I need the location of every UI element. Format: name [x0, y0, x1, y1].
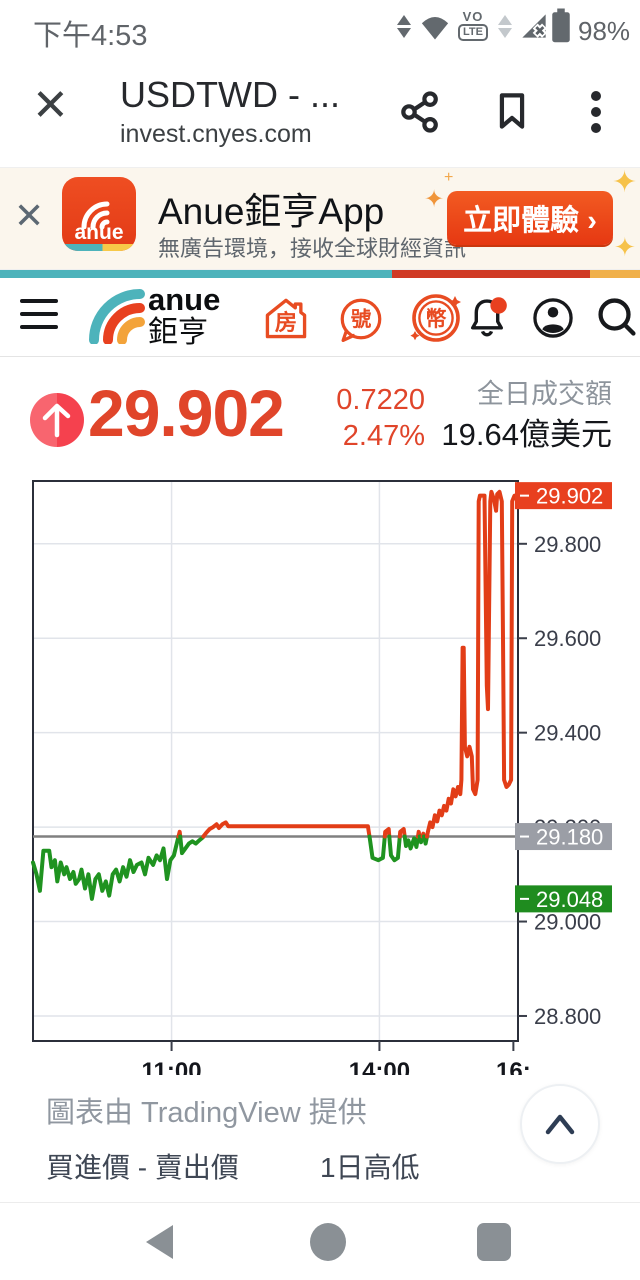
page-url: invest.cnyes.com — [120, 120, 312, 148]
wifi-icon — [421, 17, 449, 40]
close-tab-button[interactable]: ✕ — [32, 81, 69, 130]
site-nav-bar: anue 鉅亨 房 號 幣 — [0, 278, 640, 357]
updown-arrows-dim-icon — [498, 15, 512, 38]
tradingview-attribution: 圖表由 TradingView 提供 — [46, 1097, 367, 1129]
battery-percent: 98% — [578, 16, 631, 46]
scroll-to-top-button[interactable] — [520, 1084, 600, 1164]
share-icon[interactable] — [398, 90, 442, 134]
app-icon-stripe — [62, 244, 136, 251]
chevron-up-icon — [545, 1114, 575, 1135]
sparkle-icon: + — [444, 169, 454, 186]
svg-text:16:: 16: — [496, 1058, 531, 1075]
banner-title: Anue鉅亨App — [158, 191, 385, 232]
app-promo-banner: ✕ anue Anue鉅亨App 無廣告環境，接收全球財經資訊 ✦ + ✦ ✦ … — [0, 167, 640, 270]
logo-text-juheng[interactable]: 鉅亨 — [148, 316, 208, 349]
number-channel-icon[interactable]: 號 — [336, 294, 386, 344]
logo-text-anue[interactable]: anue — [148, 282, 221, 317]
house-channel-label: 房 — [275, 309, 297, 335]
android-nav-bar — [0, 1202, 640, 1280]
overflow-menu-icon[interactable] — [586, 88, 606, 136]
turnover-label: 全日成交額 — [477, 379, 612, 409]
coin-channel-label: 幣 — [426, 307, 447, 331]
updown-arrows-icon — [397, 15, 411, 38]
menu-icon[interactable] — [20, 299, 58, 329]
svg-text:29.400: 29.400 — [534, 721, 601, 746]
recents-button[interactable] — [477, 1223, 511, 1261]
price-change-percent: 2.47% — [342, 420, 425, 452]
sparkle-icon: ✦ — [424, 186, 445, 213]
signal-no-data-icon — [522, 14, 547, 38]
banner-close-button[interactable]: ✕ — [14, 195, 45, 236]
house-channel-icon[interactable]: 房 — [260, 292, 312, 344]
bookmark-icon[interactable] — [490, 88, 534, 134]
sparkle-icon: ✦ — [612, 166, 638, 199]
last-price: 29.902 — [88, 376, 285, 450]
svg-text:29.902: 29.902 — [536, 484, 603, 509]
search-icon[interactable] — [594, 294, 640, 340]
svg-text:14:00: 14:00 — [349, 1058, 410, 1075]
banner-subtitle: 無廣告環境，接收全球財經資訊 — [158, 236, 467, 261]
battery-icon — [552, 8, 570, 43]
day-range-label: 1日高低 — [320, 1152, 420, 1183]
svg-text:11:00: 11:00 — [142, 1058, 202, 1075]
brand-stripe — [0, 270, 640, 278]
bid-ask-label: 買進價 - 賣出價 — [46, 1152, 239, 1183]
sparkle-icon: ✦ — [614, 232, 636, 262]
status-time: 下午4:53 — [33, 20, 148, 52]
number-channel-label: 號 — [351, 307, 372, 331]
notifications-bell-icon[interactable] — [462, 293, 512, 343]
svg-text:29.000: 29.000 — [534, 910, 601, 935]
volte-bottom-label: LTE — [458, 24, 488, 41]
coin-channel-icon[interactable]: 幣 — [408, 290, 464, 346]
account-icon[interactable] — [530, 295, 576, 341]
svg-text:29.600: 29.600 — [534, 626, 601, 651]
try-now-button[interactable]: 立即體驗 › — [447, 191, 613, 245]
svg-text:28.800: 28.800 — [534, 1004, 601, 1029]
price-change: 0.7220 — [336, 384, 425, 416]
home-button[interactable] — [310, 1223, 346, 1261]
anue-app-icon: anue — [62, 177, 136, 251]
price-up-arrow-icon — [30, 393, 84, 447]
page-title: USDTWD - ... — [120, 74, 340, 115]
volte-top-label: VO — [462, 9, 484, 24]
back-button[interactable] — [146, 1225, 173, 1259]
intraday-price-chart[interactable]: 29.80029.60029.40029.20029.00028.80011:0… — [0, 475, 640, 1075]
anue-logo-icon[interactable] — [84, 282, 146, 344]
svg-text:29.048: 29.048 — [536, 887, 603, 912]
volte-icon: VO LTE — [458, 10, 488, 41]
app-icon-label: anue — [74, 221, 124, 244]
svg-text:29.800: 29.800 — [534, 532, 601, 557]
turnover-value: 19.64億美元 — [441, 417, 612, 452]
svg-text:29.180: 29.180 — [536, 825, 603, 850]
